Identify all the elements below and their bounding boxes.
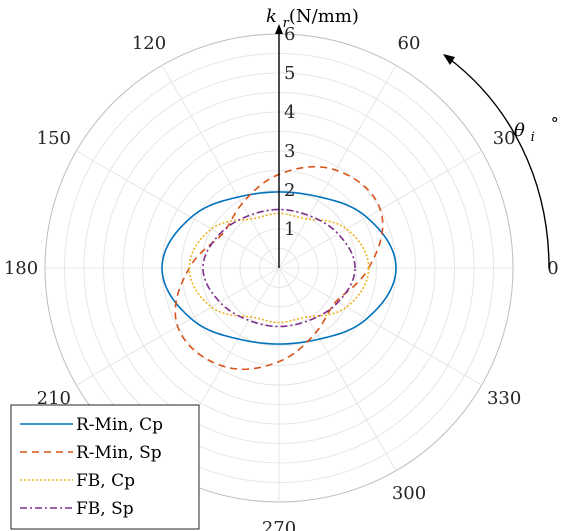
angle-tick-label-330: 330 bbox=[487, 388, 521, 409]
angle-tick-label-210: 210 bbox=[37, 388, 71, 409]
theta-axis-title: θ i ° bbox=[514, 114, 559, 145]
r-axis-arrowhead bbox=[275, 24, 283, 34]
series-layer bbox=[161, 165, 397, 371]
grid-spoke bbox=[278, 267, 397, 471]
angle-tick-label-270: 270 bbox=[262, 518, 296, 531]
r-tick-label: 3 bbox=[284, 141, 295, 162]
angle-tick-label-0: 0 bbox=[547, 258, 558, 279]
angle-tick-label-150: 150 bbox=[37, 128, 71, 149]
grid-spoke bbox=[278, 65, 397, 269]
legend-label-1: R-Min, Cp bbox=[76, 415, 163, 435]
angle-tick-label-30: 30 bbox=[493, 128, 516, 149]
r-tick-label: 4 bbox=[284, 102, 295, 123]
r-axis-title: k r(N/mm) bbox=[266, 6, 359, 31]
svg-text:θ i°: θ i ° bbox=[514, 114, 559, 145]
r-axis-title-subscript: r bbox=[283, 16, 290, 31]
angle-tick-label-300: 300 bbox=[392, 483, 426, 504]
r-tick-label: 2 bbox=[284, 180, 295, 201]
r-tick-label: 5 bbox=[284, 63, 295, 84]
theta-axis-title-subscript: i bbox=[531, 130, 535, 145]
series-line-1 bbox=[161, 191, 397, 345]
theta-axis-title-unit: ° bbox=[551, 114, 559, 133]
grid-spoke bbox=[76, 150, 280, 269]
angle-tick-label-180: 180 bbox=[4, 258, 38, 279]
angle-tick-label-60: 60 bbox=[398, 33, 421, 54]
r-axis-title-unit: (N/mm) bbox=[289, 6, 359, 27]
svg-text:k r(N/mm): k r(N/mm) bbox=[266, 6, 359, 31]
series-line-3 bbox=[188, 212, 370, 324]
theta-direction-arrow bbox=[446, 56, 550, 269]
legend-box bbox=[10, 404, 200, 530]
radial-axis: 1 2 3 4 5 6 bbox=[275, 24, 295, 268]
legend-label-4: FB, Sp bbox=[76, 499, 134, 519]
r-tick-label: 6 bbox=[284, 24, 295, 45]
legend: R-Min, Cp R-Min, Sp FB, Cp FB, Sp bbox=[10, 404, 200, 530]
angle-tick-label-120: 120 bbox=[132, 33, 166, 54]
r-axis-title-main: k bbox=[266, 6, 277, 27]
legend-label-3: FB, Cp bbox=[76, 471, 135, 491]
angle-tick-labels: 03060120150180210240270300330 bbox=[4, 33, 559, 531]
r-tick-label: 1 bbox=[284, 219, 295, 240]
theta-axis-title-main: θ bbox=[514, 120, 525, 141]
theta-direction-arrowhead bbox=[443, 54, 455, 65]
legend-label-2: R-Min, Sp bbox=[76, 443, 162, 463]
grid-spoke bbox=[278, 267, 482, 386]
grid-spoke bbox=[161, 65, 280, 269]
